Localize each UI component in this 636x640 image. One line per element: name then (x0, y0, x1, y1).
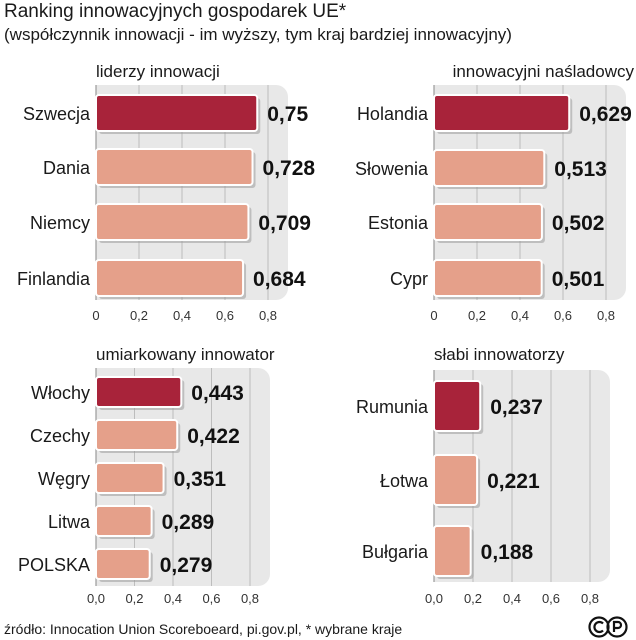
tick-label: 0,8 (241, 591, 259, 606)
tick-label: 0,8 (259, 308, 277, 323)
bar-polska (95, 548, 151, 580)
tick-label: 0,8 (581, 591, 599, 606)
panel-title: słabi innowatorzy (434, 345, 565, 364)
bar-cypr (433, 259, 543, 297)
bar-słowenia (433, 149, 546, 187)
category-label: Szwecja (23, 104, 91, 124)
category-label: Holandia (357, 104, 429, 124)
chart-panel-3: umiarkowany innowator Włochy 0,443 Czechy 0,… (18, 345, 275, 606)
value-label: 0,709 (258, 212, 311, 235)
bar-czechy (95, 419, 179, 451)
panel-background (96, 85, 288, 300)
category-label: Dania (43, 158, 91, 178)
value-label: 0,728 (263, 157, 316, 180)
value-label: 0,501 (552, 268, 605, 291)
value-label: 0,629 (579, 103, 632, 126)
category-label: Niemcy (30, 213, 90, 233)
category-label: Rumunia (356, 397, 429, 417)
category-label: Łotwa (380, 471, 429, 491)
tick-label: 0 (430, 308, 437, 323)
tick-label: 0,8 (597, 308, 615, 323)
chart-title: Ranking innowacyjnych gospodarek UE* (4, 1, 347, 22)
value-label: 0,513 (554, 158, 607, 181)
panel-background-edge (96, 85, 116, 300)
value-label: 0,279 (160, 554, 213, 577)
category-label: Czechy (30, 426, 90, 446)
value-label: 0,75 (267, 103, 308, 126)
value-label: 0,289 (162, 511, 215, 534)
bar-dania (95, 148, 254, 186)
chart-panel-2: innowacyjni naśladowcy Holandia 0,629 Słowe… (355, 62, 635, 323)
category-label: POLSKA (18, 555, 90, 575)
value-label: 0,443 (191, 382, 244, 405)
charts-canvas: liderzy innowacji Szwecja 0,75 Dania 0,728 Ni… (17, 62, 635, 606)
value-label: 0,188 (481, 541, 534, 564)
tick-label: 0,2 (468, 308, 486, 323)
tick-label: 0 (92, 308, 99, 323)
bar-łotwa (433, 454, 479, 506)
bar-szwecja (95, 94, 259, 132)
value-label: 0,221 (487, 470, 540, 493)
pap-logo-icon (588, 616, 628, 638)
tick-label: 0,0 (87, 591, 105, 606)
panel-title: umiarkowany innowator (96, 345, 275, 364)
tick-label: 0,4 (511, 308, 529, 323)
chart-subtitle: (współczynnik innowacji - im wyższy, tym… (4, 25, 512, 44)
tick-label: 0,2 (464, 591, 482, 606)
bar-rumunia (433, 380, 482, 432)
source-note: źródło: Innocation Union Scoreboeard, pi… (4, 621, 403, 637)
value-label: 0,351 (174, 468, 227, 491)
bar-holandia (433, 94, 571, 132)
bar-litwa (95, 505, 153, 537)
category-label: Włochy (31, 383, 90, 403)
bar-estonia (433, 203, 543, 241)
panel-background (434, 85, 626, 300)
category-label: Bułgaria (362, 542, 429, 562)
chart-panel-1: liderzy innowacji Szwecja 0,75 Dania 0,728 Ni… (17, 62, 315, 323)
panel-title: innowacyjni naśladowcy (453, 62, 635, 81)
bar-finlandia (95, 259, 245, 297)
panel-background-edge (434, 85, 454, 300)
tick-label: 0,6 (554, 308, 572, 323)
tick-label: 0,6 (202, 591, 220, 606)
tick-label: 0,6 (216, 308, 234, 323)
tick-label: 0,4 (164, 591, 182, 606)
bar-bułgaria (433, 525, 472, 577)
tick-label: 0,2 (125, 591, 143, 606)
value-label: 0,502 (552, 212, 605, 235)
panel-title: liderzy innowacji (96, 62, 220, 81)
tick-label: 0,0 (425, 591, 443, 606)
tick-label: 0,6 (542, 591, 560, 606)
tick-label: 0,4 (503, 591, 521, 606)
value-label: 0,684 (253, 268, 306, 291)
value-label: 0,422 (187, 425, 240, 448)
category-label: Litwa (48, 512, 91, 532)
category-label: Cypr (390, 269, 428, 289)
bar-węgry (95, 462, 165, 494)
bar-niemcy (95, 203, 250, 241)
bar-włochy (95, 376, 183, 408)
tick-label: 0,2 (130, 308, 148, 323)
category-label: Węgry (38, 469, 90, 489)
chart-panel-4: słabi innowatorzy Rumunia 0,237 Łotwa 0,221 B… (356, 345, 610, 606)
category-label: Finlandia (17, 269, 91, 289)
value-label: 0,237 (490, 396, 543, 419)
category-label: Słowenia (355, 159, 429, 179)
tick-label: 0,4 (173, 308, 191, 323)
category-label: Estonia (368, 213, 429, 233)
